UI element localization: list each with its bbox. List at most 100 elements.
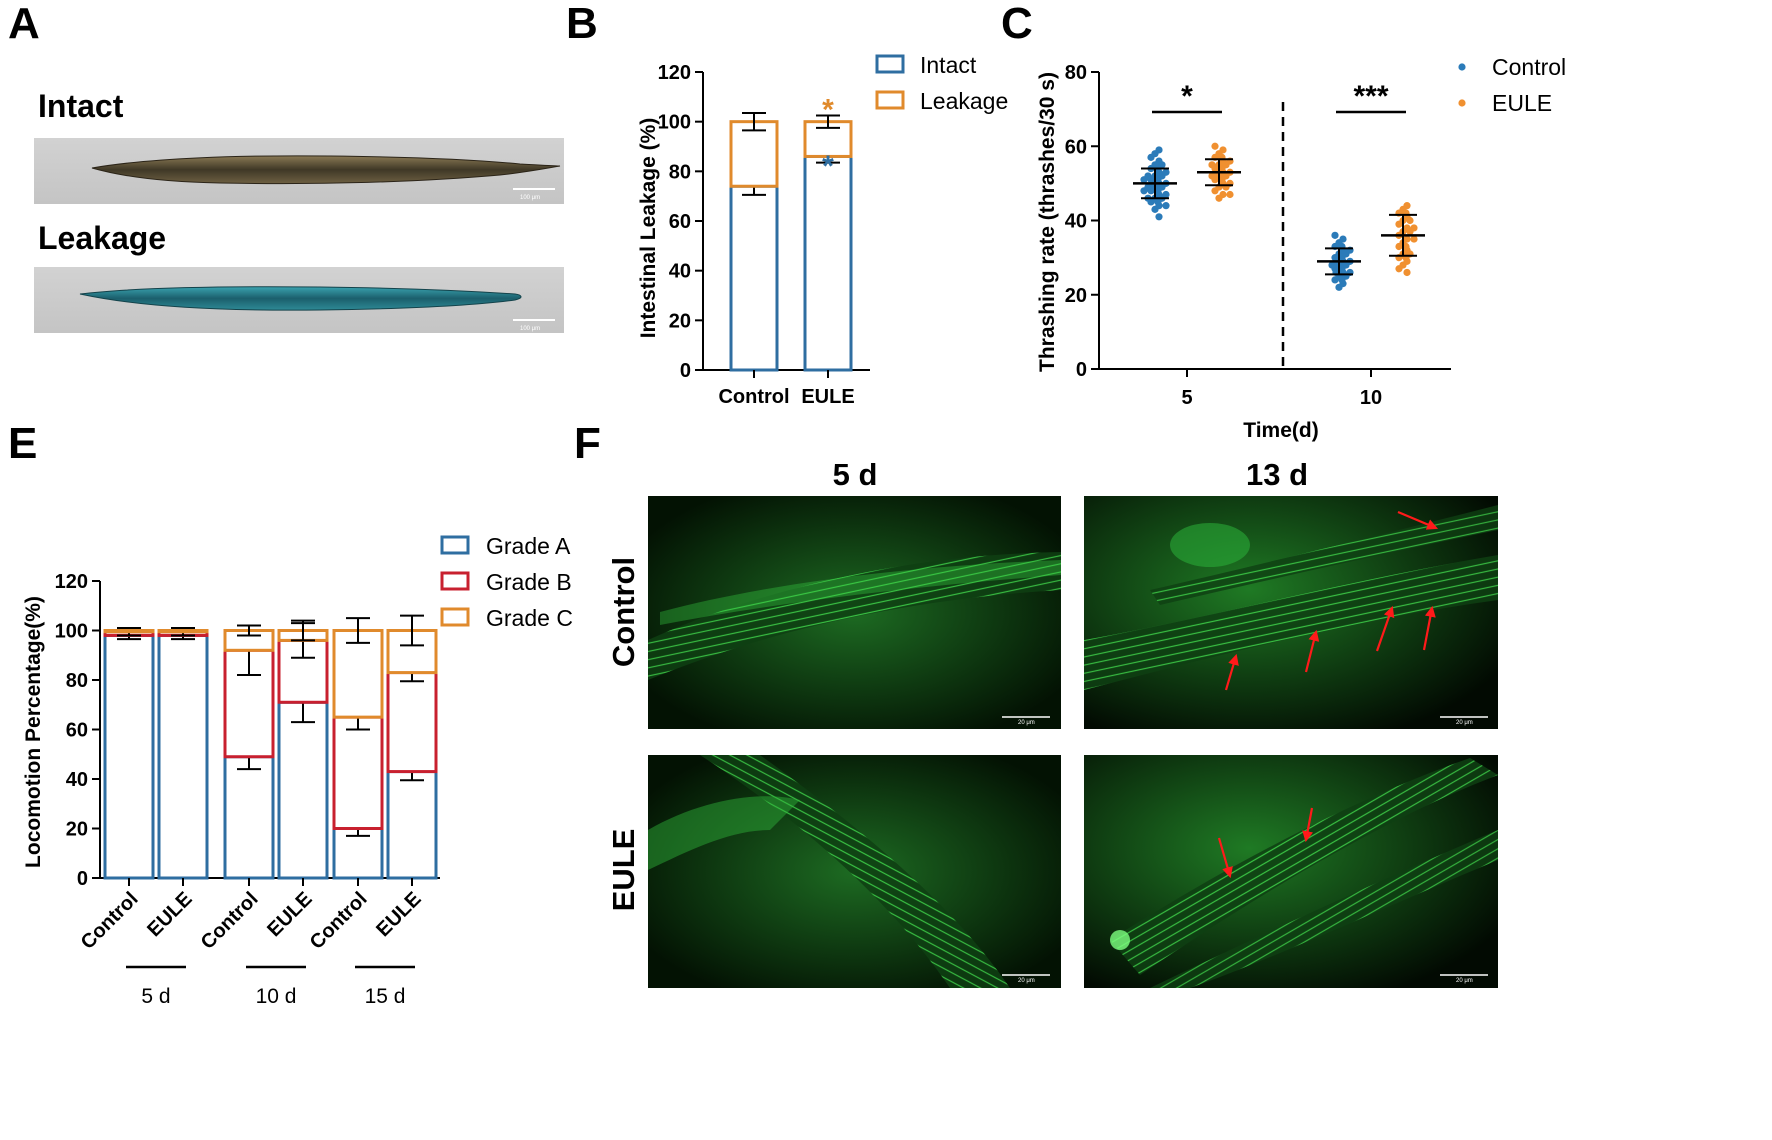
panel-e-y-tick-label: 120 (55, 571, 88, 593)
panel-e-x-tick-label: Control (77, 888, 143, 954)
panel-c-point-control (1162, 190, 1170, 199)
scale-bar-eule-5d: 20 μm (1018, 978, 1035, 984)
panel-b-x-tick-label: EULE (801, 386, 854, 408)
panel-f-arrow (1217, 837, 1233, 879)
panel-e-legend-label: Grade B (486, 569, 572, 595)
scale-bar-control-13d: 20 μm (1456, 720, 1473, 726)
panel-c-y-tick-label: 0 (1076, 359, 1087, 381)
panel-e-legend-label: Grade C (486, 605, 573, 631)
micrograph-control-13d: 20 μm (1084, 496, 1498, 729)
panel-e-x-tick-label: EULE (143, 888, 196, 941)
panel-c: C Thrashing rate (thrashes/30 s) Time(d)… (1001, 0, 1566, 442)
panel-b-chart: 0 20 40 60 80 100 120 Control EULE * * Intact Leakag… (658, 52, 1009, 408)
panel-f-arrow (1422, 605, 1436, 651)
micrograph-control-5d: 20 μm (648, 496, 1061, 729)
panel-e-y-tick-label: 60 (66, 720, 88, 742)
worm-leakage (79, 286, 522, 311)
panel-f-arrow (1375, 605, 1395, 652)
panel-c-significance-star: * (1181, 80, 1193, 113)
panel-c-point-control (1155, 146, 1163, 154)
panel-b-bar-leakage (729, 120, 779, 188)
panel-label-a: A (8, 0, 40, 48)
panel-c-ylabel: Thrashing rate (thrashes/30 s) (1036, 72, 1059, 372)
panel-b-bar-intact (729, 184, 779, 372)
panel-a: A Intact 100 μm Leakage 100 μm (8, 0, 564, 333)
panel-e-legend-label: Grade A (486, 533, 571, 559)
panel-c-point-control (1162, 202, 1170, 210)
panel-f: F 5 d 13 d Control EULE 20 μm 20 μm (574, 419, 1498, 988)
panel-c-point-eule (1410, 224, 1418, 232)
panel-c-point-eule (1403, 202, 1411, 210)
panel-c-point-eule (1219, 146, 1227, 154)
scale-bar-eule-13d: 20 μm (1456, 978, 1473, 984)
panel-e-y-tick-label: 20 (66, 819, 88, 841)
panel-c-point-eule (1226, 190, 1234, 199)
panel-b-bar-intact (803, 154, 853, 372)
panel-e-bar-grade-b (332, 715, 384, 830)
panel-e-bar-grade-a (223, 755, 275, 880)
panel-b-y-tick-label: 0 (680, 360, 691, 382)
panel-c-point-control (1155, 157, 1163, 165)
panel-e-legend-swatch (440, 607, 470, 627)
panel-e-x-tick-label: Control (197, 888, 263, 954)
panel-c-x-tick-label: 10 (1360, 387, 1382, 409)
panel-c-point-eule (1208, 161, 1216, 169)
panel-e-y-tick-label: 100 (55, 621, 88, 643)
panel-c-significance-star: *** (1353, 80, 1388, 113)
panel-c-y-tick-label: 60 (1065, 136, 1087, 158)
panel-c-point-control (1155, 213, 1163, 221)
micrograph-eule-13d: 20 μm (1084, 755, 1498, 988)
panel-c-legend-marker (1458, 63, 1466, 71)
row-label-control: Control (606, 557, 641, 667)
panel-f-arrow (1397, 510, 1439, 530)
panel-e-x-tick-label: Control (306, 888, 372, 954)
panel-b-legend-label: Intact (920, 52, 977, 78)
scale-bar-a1-label: 100 μm (520, 195, 540, 201)
panel-c-xlabel: Time(d) (1243, 419, 1318, 442)
panel-f-arrow (1302, 807, 1314, 843)
panel-c-legend-label: Control (1492, 54, 1566, 80)
panel-f-arrow (1224, 653, 1239, 691)
panel-f-arrow (1304, 629, 1320, 673)
panel-b-legend-swatch (875, 90, 905, 110)
scale-bar-a2-label: 100 μm (520, 326, 540, 332)
panel-b-legend-label: Leakage (920, 88, 1008, 114)
panel-b-significance-star: * (822, 150, 834, 183)
panel-f-arrows (1217, 510, 1439, 879)
column-label-13d: 13 d (1246, 457, 1308, 492)
panel-e-group-label: 10 d (256, 985, 297, 1008)
panel-e-legend-swatch (440, 535, 470, 555)
panel-b-y-tick-label: 40 (669, 261, 691, 283)
panel-c-legend-label: EULE (1492, 90, 1552, 116)
panel-c-point-control (1144, 172, 1152, 180)
panel-e-group-label: 5 d (141, 985, 170, 1008)
panel-c-point-eule (1219, 190, 1227, 199)
column-label-5d: 5 d (833, 457, 878, 492)
panel-c-point-eule (1403, 268, 1411, 277)
panel-c-x-tick-label: 5 (1181, 387, 1192, 409)
panel-c-point-eule (1403, 235, 1411, 243)
row-label-eule: EULE (606, 829, 641, 912)
row-label-leakage: Leakage (38, 220, 166, 256)
panel-e-bar-grade-c (157, 629, 209, 634)
panel-b-y-tick-label: 80 (669, 161, 691, 183)
panel-e-bar-grade-c (332, 629, 384, 719)
micrograph-eule-5d: 20 μm (648, 755, 1061, 988)
panel-c-y-tick-label: 80 (1065, 62, 1087, 84)
panel-c-point-eule (1211, 142, 1219, 150)
panel-c-point-eule (1403, 224, 1411, 232)
panel-c-point-control (1331, 231, 1339, 239)
panel-e-x-tick-label: EULE (372, 888, 425, 941)
panel-e-bar-grade-c (103, 629, 155, 634)
panel-label-b: B (566, 0, 598, 48)
panel-e-ylabel: Locomotion Percentage(%) (22, 596, 45, 868)
worm-intact (91, 155, 561, 185)
panel-e-y-tick-label: 0 (77, 868, 88, 890)
panel-e-group-label: 15 d (365, 985, 406, 1008)
panel-label-e: E (8, 419, 37, 468)
panel-b-y-tick-label: 100 (658, 112, 691, 134)
panel-e-bar-grade-a (277, 700, 329, 880)
